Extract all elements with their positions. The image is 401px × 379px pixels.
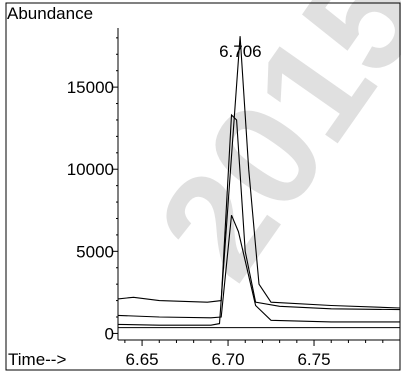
series-group — [117, 36, 401, 329]
series-line-3 — [117, 36, 401, 326]
y-axis-title: Abundance — [7, 4, 93, 23]
axis-ticks: 0 5000 10000 15000 6.65 6.70 6.75 — [67, 37, 401, 369]
plot-frame — [5, 2, 401, 371]
x-axis-title: Time--> — [8, 350, 66, 369]
watermark: 2015 — [125, 0, 401, 306]
series-line-2 — [117, 214, 400, 323]
y-tick-label: 0 — [105, 324, 114, 343]
annotation-group: 6.706 — [219, 42, 262, 61]
y-tick-label: 15000 — [67, 78, 114, 97]
x-tick-label: 6.70 — [212, 350, 245, 369]
series-line-1 — [117, 113, 401, 311]
x-tick-label: 6.75 — [297, 350, 330, 369]
peak-label: 6.706 — [219, 42, 262, 61]
x-tick-label: 6.65 — [126, 350, 159, 369]
y-tick-label: 5000 — [76, 242, 114, 261]
y-tick-label: 10000 — [67, 160, 114, 179]
